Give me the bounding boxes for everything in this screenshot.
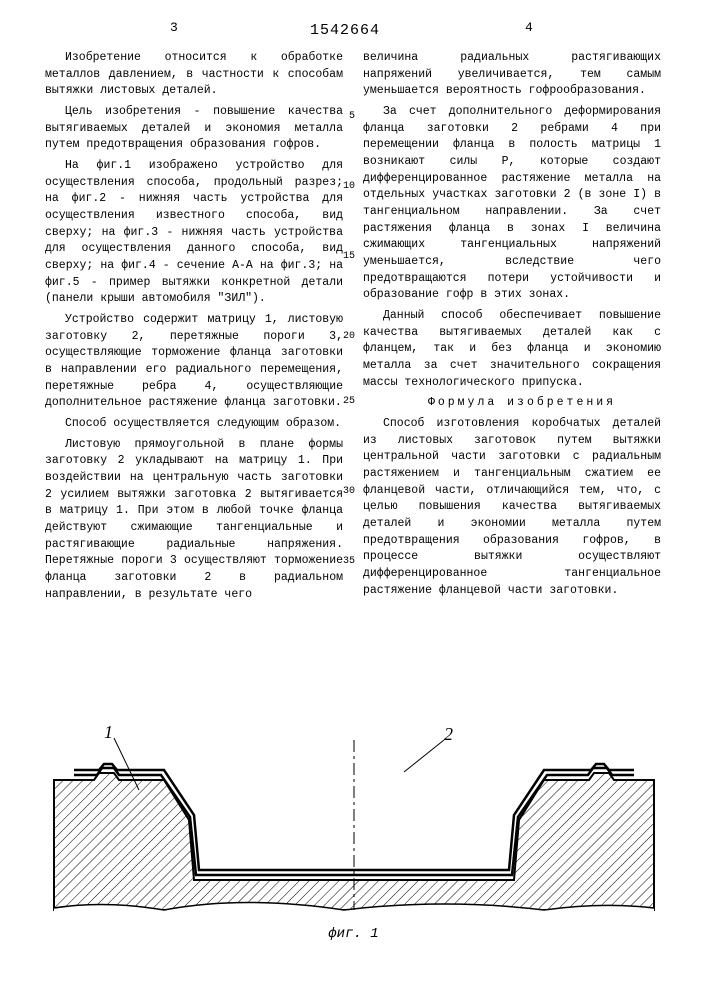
line-number: 25 <box>343 395 355 410</box>
para-device: Устройство содержит матрицу 1, листовую … <box>45 312 343 412</box>
line-number: 30 <box>343 485 355 500</box>
para-claim: Способ изготовления коробчатых деталей и… <box>363 416 661 599</box>
column-number-right: 4 <box>525 20 533 35</box>
column-number-left: 3 <box>170 20 178 35</box>
line-number: 35 <box>343 555 355 570</box>
right-column: величина радиальных растягивающих напряж… <box>363 50 661 608</box>
line-number: 10 <box>343 180 355 195</box>
figure-area: 1 2 фиг. 1 <box>0 700 707 942</box>
para-figures-desc: На фиг.1 изображено устройство для осуще… <box>45 158 343 308</box>
para-deform: За счет дополнительного деформирования ф… <box>363 104 661 304</box>
line-number: 15 <box>343 250 355 265</box>
line-number: 5 <box>349 110 355 125</box>
para-goal: Цель изобретения - повышение качества вы… <box>45 104 343 154</box>
line-number: 20 <box>343 330 355 345</box>
formula-heading: Формула изобретения <box>363 395 661 412</box>
figure-1-drawing: 1 2 <box>44 720 664 920</box>
figure-ref-2: 2 <box>444 724 453 744</box>
para-quality: Данный способ обеспечивает повышение кач… <box>363 308 661 391</box>
para-method-body: Листовую прямоугольной в плане формы заг… <box>45 437 343 604</box>
figure-ref-1: 1 <box>104 722 113 742</box>
patent-number: 1542664 <box>310 22 380 39</box>
left-column: Изобретение относится к обработке металл… <box>45 50 343 608</box>
para-stress: величина радиальных растягивающих напряж… <box>363 50 661 100</box>
para-intro: Изобретение относится к обработке металл… <box>45 50 343 100</box>
para-method-intro: Способ осуществляется следующим образом. <box>45 416 343 433</box>
figure-label: фиг. 1 <box>0 926 707 942</box>
